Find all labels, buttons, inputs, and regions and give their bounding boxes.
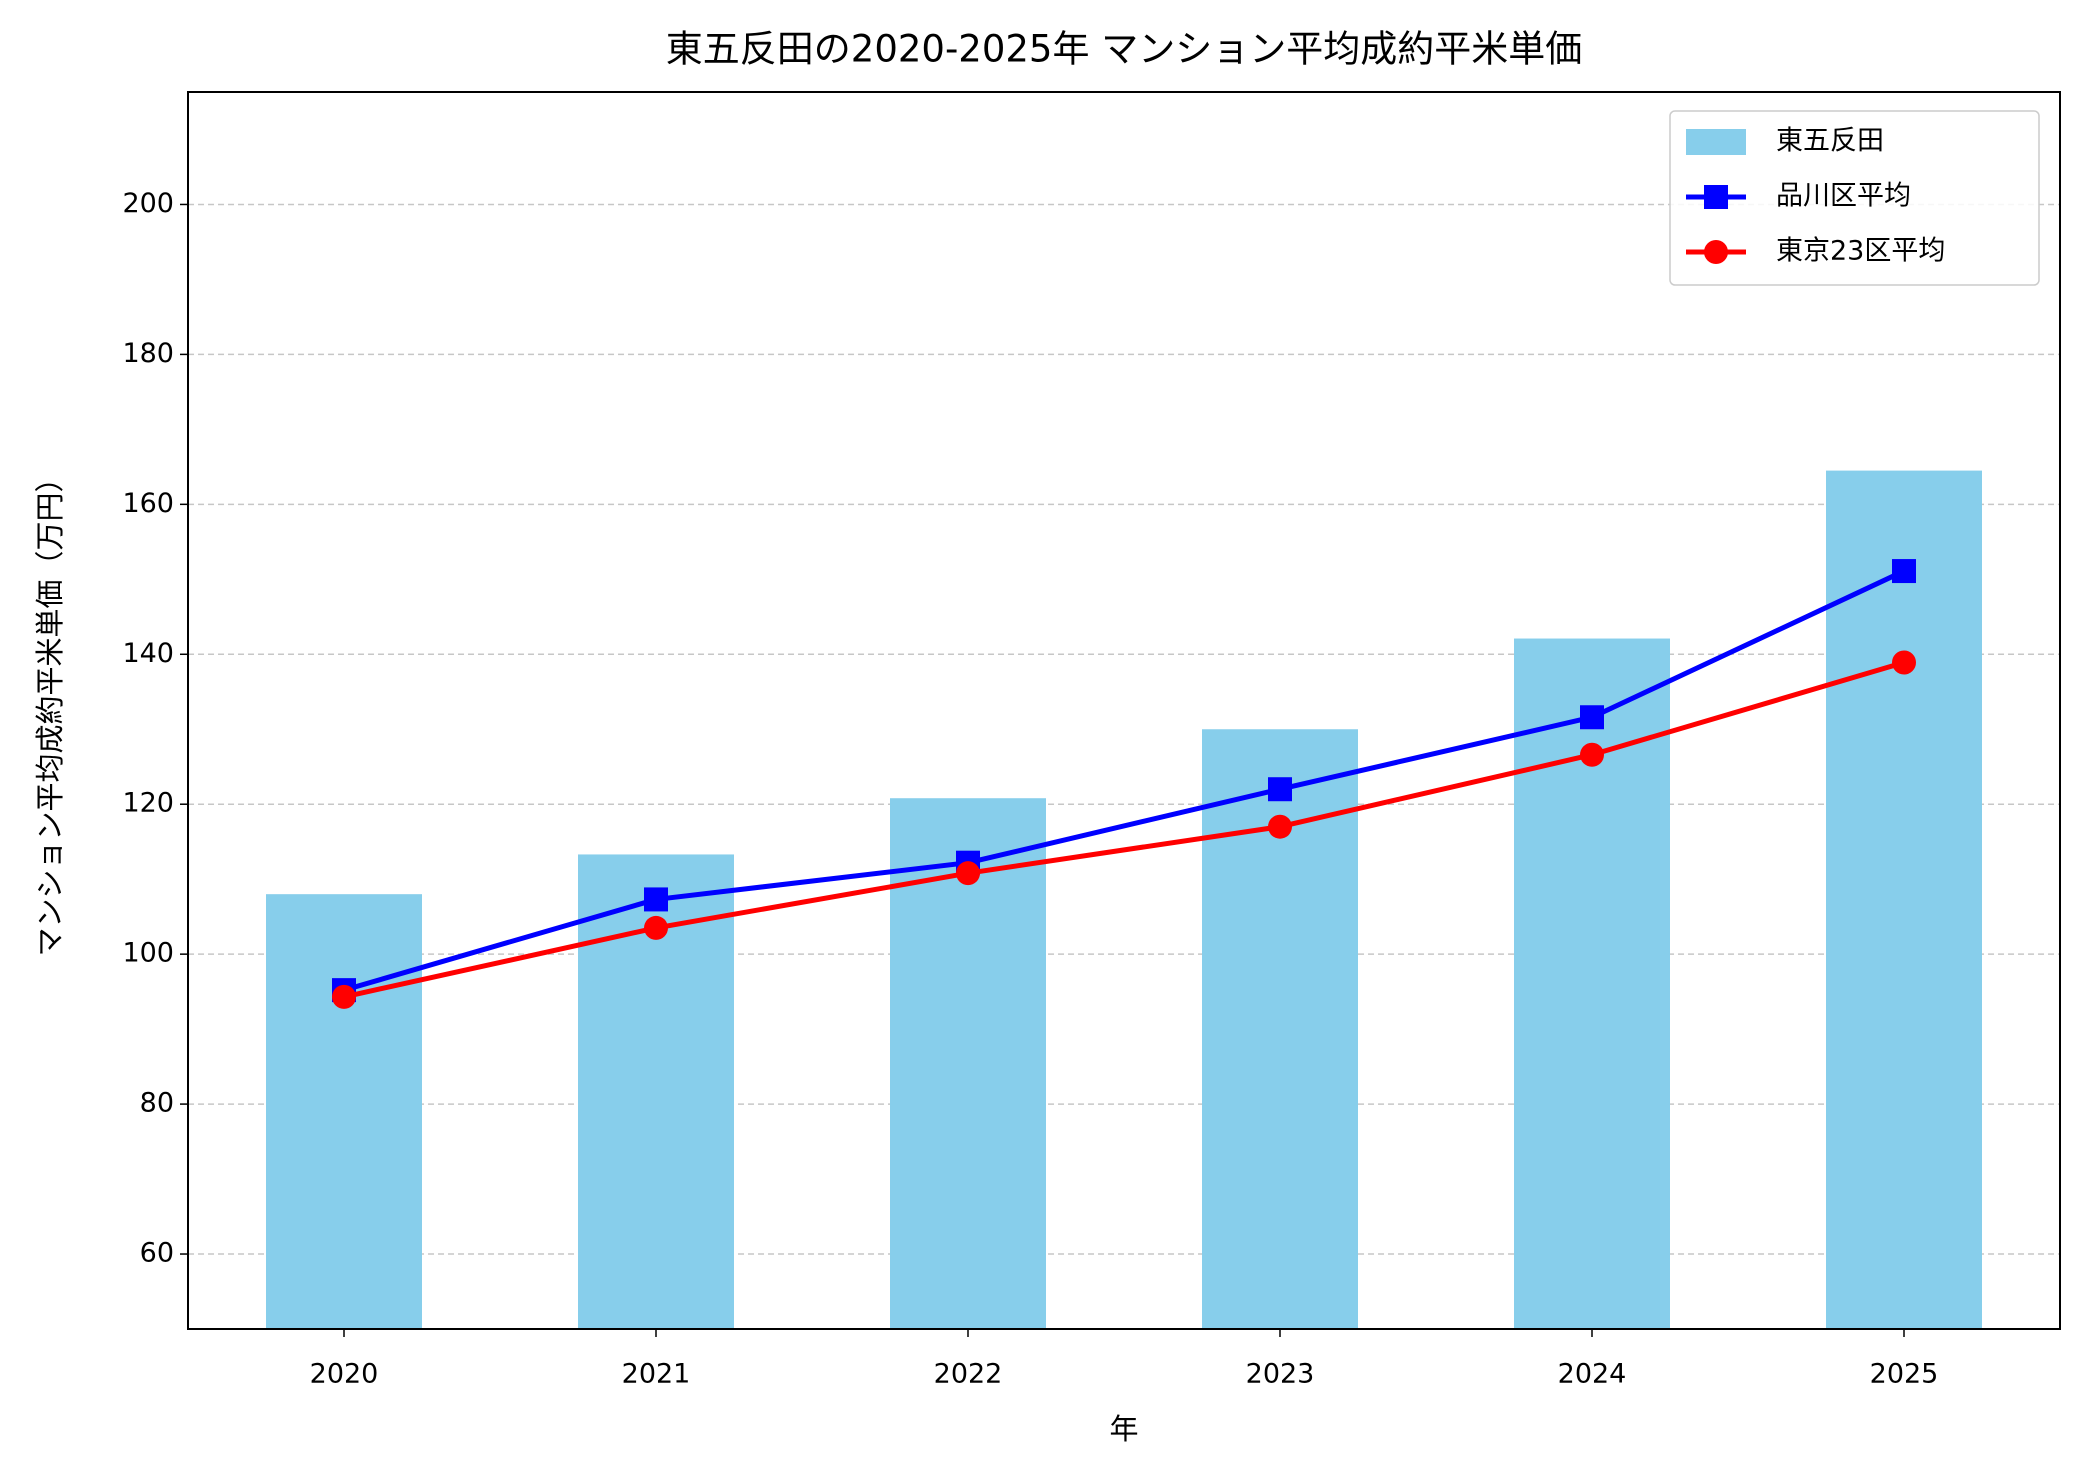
marker — [1580, 742, 1604, 767]
marker — [1892, 650, 1916, 675]
y-tick-label: 200 — [122, 188, 174, 219]
legend-label: 品川区平均 — [1776, 181, 1911, 212]
bar — [1826, 470, 1982, 1330]
marker — [644, 915, 668, 940]
legend-box — [1669, 110, 2040, 286]
marker — [1268, 777, 1292, 802]
marker — [332, 984, 356, 1009]
y-tick-label: 140 — [122, 638, 174, 669]
x-tick-label: 2025 — [1870, 1359, 1939, 1390]
x-tick-label: 2024 — [1558, 1359, 1627, 1390]
y-tick-label: 160 — [122, 488, 174, 519]
chart-title: 東五反田の2020-2025年 マンション平均成約平米単価 — [666, 28, 1582, 71]
marker — [644, 887, 668, 912]
bar — [890, 798, 1046, 1329]
marker — [1580, 705, 1604, 730]
y-tick-label: 100 — [122, 938, 174, 969]
marker — [1704, 185, 1728, 209]
legend-label: 東京23区平均 — [1776, 236, 1945, 267]
plot-frame — [187, 91, 2061, 1330]
legend-label: 東五反田 — [1776, 126, 1884, 157]
line — [343, 660, 1905, 1000]
marker — [1268, 814, 1292, 839]
marker — [956, 861, 980, 886]
x-tick-label: 2021 — [622, 1359, 691, 1390]
x-tick-label: 2023 — [1246, 1359, 1315, 1390]
y-tick-label: 60 — [140, 1238, 174, 1269]
y-tick-label: 180 — [122, 338, 174, 369]
y-tick-label: 80 — [140, 1088, 174, 1119]
legend-swatch — [1686, 129, 1746, 155]
x-tick-label: 2020 — [310, 1359, 379, 1390]
line — [343, 568, 1906, 993]
y-tick-label: 120 — [122, 788, 174, 819]
marker — [1704, 240, 1728, 264]
bar — [1514, 638, 1670, 1329]
marker — [1892, 559, 1916, 584]
x-tick-label: 2022 — [934, 1359, 1003, 1390]
x-axis-label: 年 — [1109, 1412, 1138, 1446]
y-axis-label: マンション平均成約平米単価（万円） — [33, 463, 67, 956]
bar — [266, 894, 422, 1329]
